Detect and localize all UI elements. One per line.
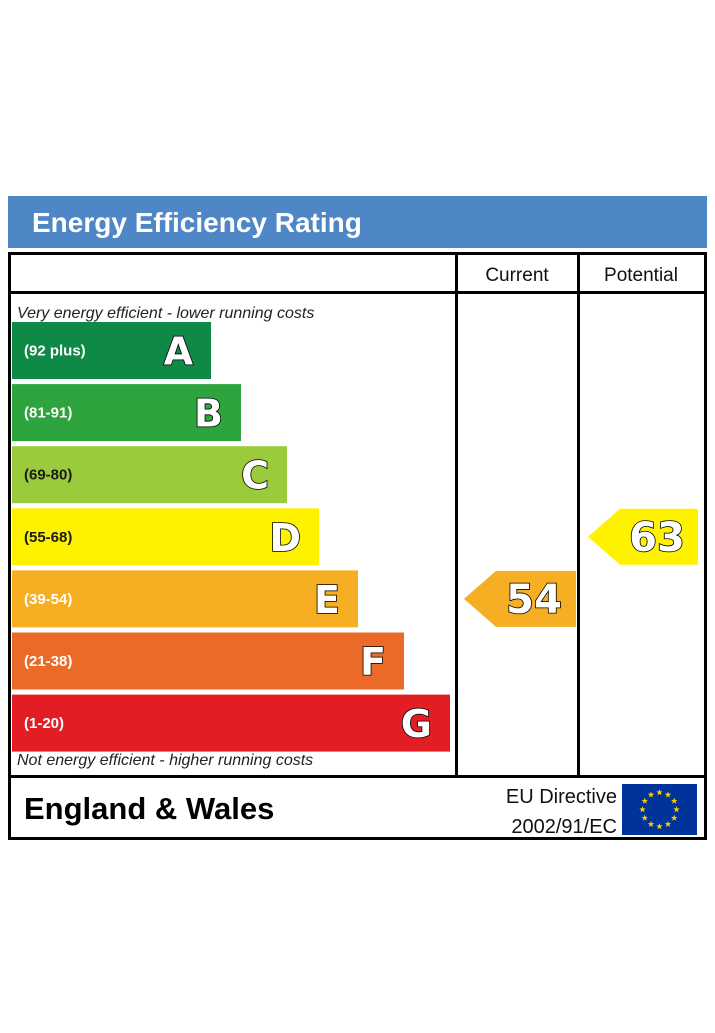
band-b: (81-91) B	[12, 384, 241, 442]
band-letter-label: E	[314, 578, 340, 622]
band-range-label: (92 plus)	[24, 343, 86, 360]
current-rating-arrow	[464, 570, 576, 627]
directive-line-2: 2002/91/EC	[511, 816, 617, 838]
eu-star-icon	[670, 814, 678, 821]
band-bar-g	[12, 694, 450, 752]
eu-star-icon	[673, 806, 680, 813]
band-e: (39-54) E	[12, 570, 358, 628]
eu-star-icon	[647, 791, 655, 798]
band-c: (69-80) C	[12, 446, 287, 504]
current-column-header: Current	[485, 265, 549, 286]
band-range-label: (39-54)	[24, 591, 72, 608]
band-letter-label: B	[194, 392, 223, 436]
eu-star-icon	[639, 806, 646, 813]
eu-star-icon	[664, 820, 672, 827]
band-range-label: (21-38)	[24, 653, 72, 670]
band-letter-label: A	[164, 330, 194, 374]
band-a: (92 plus) A	[12, 322, 211, 379]
band-bar-b	[12, 384, 241, 442]
band-d: (55-68) D	[12, 508, 319, 566]
potential-rating: 63	[588, 508, 698, 565]
band-letter-label: C	[241, 454, 269, 498]
eu-star-icon	[664, 791, 672, 798]
band-letter-label: F	[360, 640, 386, 684]
band-bar-a	[12, 322, 211, 379]
potential-rating-arrow	[588, 508, 698, 565]
band-range-label: (55-68)	[24, 529, 72, 546]
current-rating-value: 54	[506, 577, 562, 623]
directive-line-1: EU Directive	[506, 786, 617, 808]
top-caption: Very energy efficient - lower running co…	[17, 305, 314, 322]
band-letter-label: D	[269, 516, 301, 560]
current-rating: 54	[464, 570, 576, 627]
region-label: England & Wales	[24, 791, 274, 826]
band-f: (21-38) F	[12, 632, 404, 690]
band-range-label: (1-20)	[24, 715, 64, 732]
chart-frame	[8, 252, 707, 840]
band-range-label: (81-91)	[24, 405, 72, 422]
rating-arrows: 54 63	[464, 508, 698, 627]
potential-column-header: Potential	[604, 265, 678, 286]
bottom-caption: Not energy efficient - higher running co…	[17, 752, 313, 769]
band-g: (1-20) G	[12, 694, 450, 752]
band-bar-d	[12, 508, 319, 566]
chart-title: Energy Efficiency Rating	[32, 207, 362, 238]
eu-star-icon	[641, 814, 649, 821]
eu-star-icon	[656, 789, 663, 796]
band-bar-f	[12, 632, 404, 690]
title-bar	[8, 196, 707, 248]
band-bar-c	[12, 446, 287, 504]
eu-star-icon	[656, 823, 663, 830]
rating-bands: (92 plus) A (81-91) B (69-80) C (55-68) D (39-54…	[12, 322, 450, 752]
band-letter-label: G	[401, 702, 432, 746]
eu-star-icon	[670, 797, 678, 804]
eu-star-icon	[647, 820, 655, 827]
eu-flag-icon	[622, 784, 697, 835]
band-range-label: (69-80)	[24, 467, 72, 484]
potential-rating-value: 63	[629, 515, 685, 561]
band-bar-e	[12, 570, 358, 628]
eu-star-icon	[641, 797, 649, 804]
